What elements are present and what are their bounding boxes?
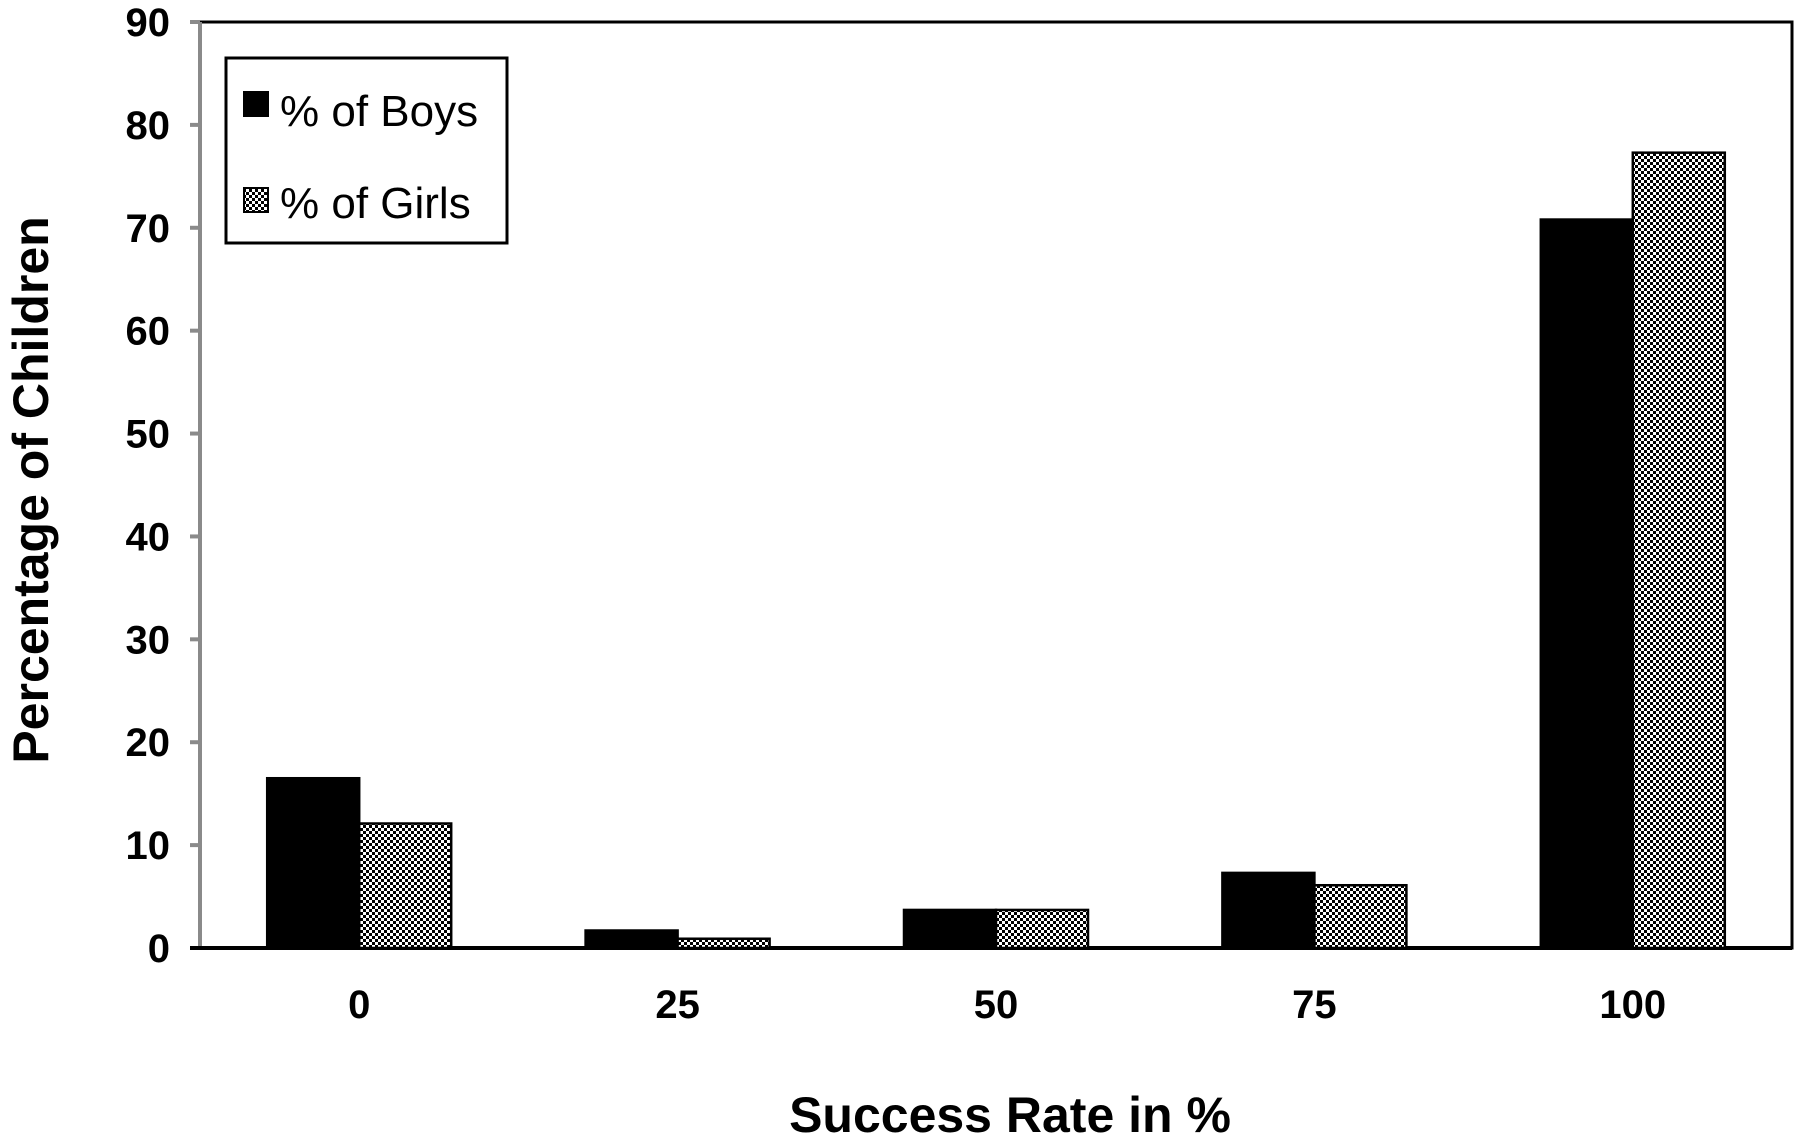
legend-box [224, 56, 509, 245]
bar-boys-75 [1221, 871, 1316, 950]
legend-label-boys: % of Boys [280, 87, 478, 136]
bar-girls-0 [357, 822, 453, 950]
y-tick-label: 80 [126, 104, 171, 148]
x-axis-title: Success Rate in % [789, 1087, 1231, 1142]
legend-label-girls: % of Girls [280, 179, 471, 228]
bar-girls-75 [1313, 883, 1408, 950]
bar-girls-100 [1631, 151, 1727, 950]
legend: % of Boys % of Girls [224, 56, 509, 245]
y-tick-label: 60 [126, 310, 171, 354]
bar-boys-0 [265, 776, 361, 950]
bar-girls-50 [994, 908, 1090, 950]
x-tick-label: 100 [1599, 983, 1666, 1027]
y-tick-label: 40 [126, 515, 171, 559]
bar-boys-25 [584, 929, 679, 950]
y-tick-label: 90 [126, 1, 171, 45]
x-tick-label: 0 [348, 983, 370, 1027]
x-axis: 0 25 50 75 100 [190, 946, 1792, 1027]
y-tick-label: 70 [126, 207, 171, 251]
y-tick-label: 30 [126, 618, 171, 662]
x-tick-label: 50 [974, 983, 1019, 1027]
y-tick-label: 20 [126, 721, 171, 765]
y-tick-label: 10 [126, 824, 171, 868]
y-tick-label: 0 [148, 927, 170, 971]
bars-group [265, 151, 1727, 950]
x-tick-label: 25 [655, 983, 700, 1027]
x-tick-label: 75 [1292, 983, 1337, 1027]
bar-girls-25 [676, 937, 771, 950]
y-axis-title: Percentage of Children [3, 216, 59, 763]
bar-boys-100 [1539, 218, 1635, 950]
legend-swatch-girls [243, 187, 269, 213]
bar-boys-50 [902, 908, 998, 950]
legend-swatch-boys [243, 91, 269, 117]
y-tick-label: 50 [126, 413, 171, 457]
